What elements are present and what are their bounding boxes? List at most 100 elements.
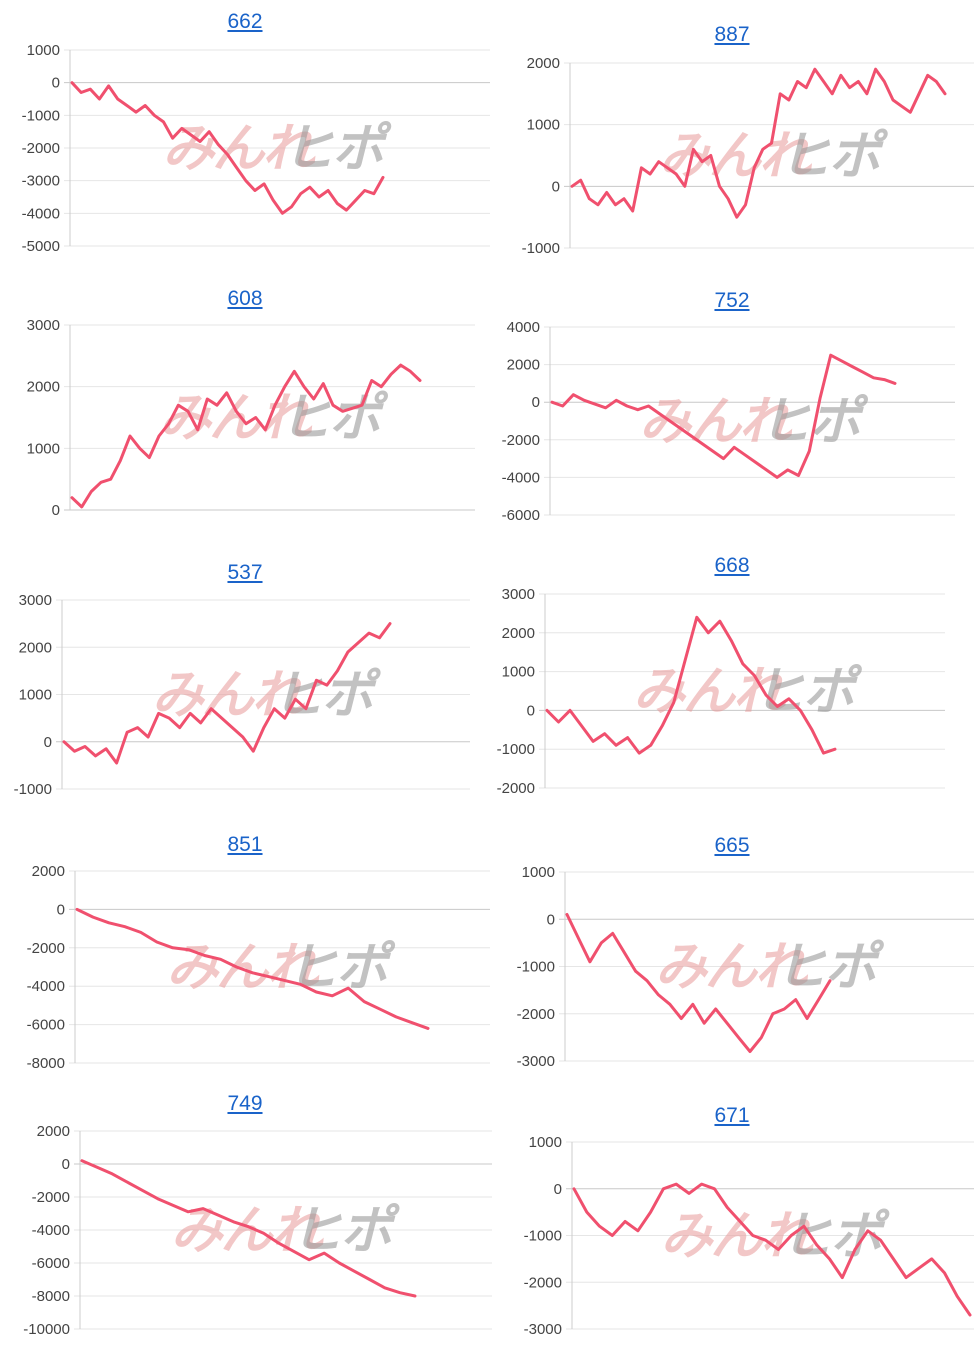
y-tick-label: 0	[52, 75, 60, 92]
y-tick-label: -4000	[32, 1222, 70, 1239]
y-tick-label: -1000	[517, 959, 555, 976]
y-tick-label: 1000	[19, 687, 52, 704]
chart-panel: 668 3000 2000 1000 0 -1000 -2000 みんれ ヒポ	[490, 550, 974, 800]
watermark-text: みんれ	[159, 389, 313, 449]
y-tick-label: -3000	[524, 1321, 562, 1338]
y-tick-label: -8000	[32, 1288, 70, 1305]
chart-panel: 608 3000 2000 1000 0 みんれ ヒポ	[0, 275, 490, 525]
watermark-text: みんれ	[162, 119, 316, 179]
chart-title-link[interactable]: 662	[227, 10, 263, 33]
chart-panel: 671 1000 0 -1000 -2000 -3000 みんれ ヒポ	[490, 1080, 974, 1348]
y-tick-label: 2000	[527, 55, 560, 72]
chart-panel: 662 1000 0 -1000 -2000 -3000 -4000 -5000 みんれ ヒポ	[0, 0, 490, 260]
y-tick-label: -1000	[14, 781, 52, 798]
y-tick-label: 2000	[507, 357, 540, 374]
watermark-text: ヒポ	[753, 662, 863, 722]
series-line	[570, 67, 947, 219]
series-line	[62, 622, 392, 765]
y-tick-label: 3000	[27, 317, 60, 334]
y-tick-label: 0	[44, 734, 52, 751]
chart-panel: 851 2000 0 -2000 -4000 -6000 -8000 みんれ ヒポ	[0, 820, 490, 1072]
series-line	[70, 363, 422, 509]
watermark-text: ヒポ	[282, 119, 392, 179]
series-line	[550, 353, 897, 479]
series-line	[545, 615, 837, 755]
y-tick-label: -1000	[522, 240, 560, 257]
y-tick-label: 0	[57, 901, 65, 918]
y-tick-label: 4000	[507, 319, 540, 336]
y-tick-label: 0	[532, 394, 540, 411]
y-tick-label: -4000	[22, 205, 60, 222]
chart-panel: 537 3000 2000 1000 0 -1000 みんれ ヒポ	[0, 550, 490, 800]
y-tick-label: -2000	[517, 1006, 555, 1023]
chart-title-link[interactable]: 668	[714, 554, 750, 577]
y-tick-label: 1000	[27, 42, 60, 59]
chart-panel: 665 1000 0 -1000 -2000 -3000 みんれ ヒポ	[490, 820, 974, 1070]
chart-title-link[interactable]: 608	[227, 287, 263, 310]
y-tick-label: 1000	[522, 864, 555, 881]
y-tick-label: 0	[527, 702, 535, 719]
watermark-text: みんれ	[639, 392, 793, 452]
y-tick-label: 0	[552, 178, 560, 195]
y-tick-label: 1000	[527, 117, 560, 134]
chart-title-link[interactable]: 887	[714, 23, 750, 46]
chart-title-link[interactable]: 671	[714, 1104, 750, 1127]
y-tick-label: 2000	[32, 863, 65, 880]
watermark-text: ヒポ	[286, 938, 396, 998]
chart-title-link[interactable]: 752	[714, 289, 750, 312]
y-tick-label: 0	[52, 502, 60, 519]
watermark-text: ヒポ	[775, 938, 885, 998]
y-tick-label: 2000	[19, 639, 52, 656]
y-tick-label: -4000	[502, 469, 540, 486]
y-tick-label: -6000	[32, 1255, 70, 1272]
y-tick-label: 1000	[27, 440, 60, 457]
y-tick-label: -6000	[27, 1017, 65, 1034]
y-tick-label: -1000	[524, 1228, 562, 1245]
watermark-text: ヒポ	[279, 389, 389, 449]
y-tick-label: 3000	[502, 586, 535, 603]
series-line	[70, 81, 385, 215]
y-tick-label: -2000	[32, 1189, 70, 1206]
series-line	[565, 913, 832, 1053]
y-tick-label: -10000	[23, 1321, 70, 1338]
y-tick-label: 2000	[502, 625, 535, 642]
y-tick-label: 2000	[27, 379, 60, 396]
series-line	[75, 907, 430, 1030]
y-tick-label: 0	[547, 911, 555, 928]
chart-title-link[interactable]: 665	[714, 834, 750, 857]
y-tick-label: 1000	[502, 664, 535, 681]
y-tick-label: 2000	[37, 1123, 70, 1140]
chart-title-link[interactable]: 537	[227, 561, 263, 584]
watermark-text: ヒポ	[779, 127, 889, 187]
series-line	[572, 1182, 972, 1317]
chart-title-link[interactable]: 749	[227, 1092, 263, 1115]
watermark-text: みんれ	[655, 938, 809, 998]
watermark-text: ヒポ	[291, 1201, 401, 1261]
watermark-text: みんれ	[659, 127, 813, 187]
y-tick-label: -2000	[22, 140, 60, 157]
y-tick-label: 0	[62, 1156, 70, 1173]
watermark-text: みんれ	[166, 938, 320, 998]
watermark-text: ヒポ	[272, 666, 382, 726]
y-tick-label: -5000	[22, 238, 60, 255]
y-tick-label: -2000	[497, 780, 535, 797]
y-tick-label: -6000	[502, 507, 540, 524]
chart-panel: 887 2000 1000 0 -1000 みんれ ヒポ	[490, 0, 974, 260]
y-tick-label: 3000	[19, 592, 52, 609]
y-tick-label: -1000	[497, 741, 535, 758]
chart-panel: 752 4000 2000 0 -2000 -4000 -6000 みんれ ヒポ	[490, 275, 974, 525]
chart-title-link[interactable]: 851	[227, 833, 263, 856]
y-tick-label: 0	[554, 1181, 562, 1198]
y-tick-label: -4000	[27, 978, 65, 995]
y-tick-label: 1000	[529, 1134, 562, 1151]
y-tick-label: -2000	[502, 432, 540, 449]
